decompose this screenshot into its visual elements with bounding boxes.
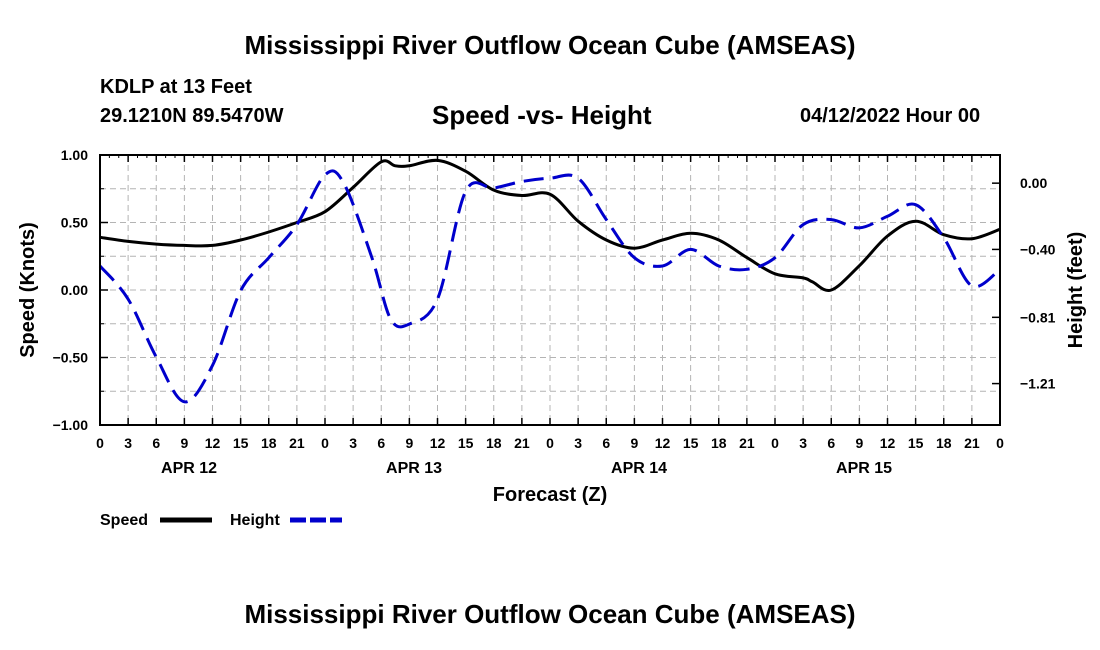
- x-tick-label: 0: [996, 435, 1004, 451]
- legend: Speed Height: [100, 512, 342, 529]
- x-tick-label: 18: [936, 435, 952, 451]
- x-tick-label: 21: [964, 435, 980, 451]
- x-tick-label: 0: [321, 435, 329, 451]
- y2-tick-label: 0.00: [1020, 175, 1047, 191]
- legend-label-height: Height: [230, 512, 280, 529]
- y-tick-label: 0.50: [61, 215, 88, 231]
- x-tick-label: 6: [827, 435, 835, 451]
- x-tick-label: 21: [739, 435, 755, 451]
- y-tick-label: −0.50: [53, 350, 89, 366]
- x-tick-label: 6: [602, 435, 610, 451]
- x-tick-label: 12: [655, 435, 671, 451]
- x-day-label: APR 14: [611, 460, 667, 477]
- x-tick-label: 6: [152, 435, 160, 451]
- x-tick-label: 12: [205, 435, 221, 451]
- x-day-label: APR 15: [836, 460, 892, 477]
- axes: 1.00 0.50 0.00 −0.50 −1.00 0.00 −0.40 −0.81 −1.2…: [53, 147, 1056, 477]
- main-title: Mississippi River Outflow Ocean Cube (AM…: [244, 30, 856, 60]
- x-tick-label: 9: [855, 435, 863, 451]
- x-tick-label: 12: [880, 435, 896, 451]
- x-day-label: APR 12: [161, 460, 217, 477]
- y-tick-label: 1.00: [61, 147, 88, 163]
- x-tick-label: 15: [683, 435, 699, 451]
- chart-title: Speed -vs- Height: [432, 100, 652, 130]
- x-tick-label: 3: [349, 435, 357, 451]
- x-tick-label: 12: [430, 435, 446, 451]
- series-line-height: [98, 169, 1001, 404]
- y-axis-label: Speed (Knots): [17, 222, 39, 358]
- y-tick-label: 0.00: [61, 282, 88, 298]
- x-tick-label: 21: [289, 435, 305, 451]
- series-lines: [98, 158, 1001, 404]
- x-tick-label: 6: [377, 435, 385, 451]
- x-tick-label: 0: [546, 435, 554, 451]
- x-tick-label: 9: [630, 435, 638, 451]
- footer-title: Mississippi River Outflow Ocean Cube (AM…: [244, 599, 856, 629]
- y2-tick-label: −0.81: [1020, 309, 1056, 325]
- x-axis-label: Forecast (Z): [493, 484, 607, 506]
- series-line-speed: [99, 158, 1001, 292]
- x-tick-label: 18: [486, 435, 502, 451]
- y2-axis-label: Height (feet): [1065, 232, 1087, 349]
- x-tick-label: 3: [799, 435, 807, 451]
- x-tick-label: 3: [124, 435, 132, 451]
- x-day-label: APR 13: [386, 460, 442, 477]
- station-label: KDLP at 13 Feet: [100, 76, 252, 98]
- x-tick-label: 3: [574, 435, 582, 451]
- x-tick-label: 15: [233, 435, 249, 451]
- y2-tick-label: −0.40: [1020, 241, 1056, 257]
- x-tick-label: 18: [261, 435, 277, 451]
- x-tick-label: 21: [514, 435, 530, 451]
- x-tick-label: 9: [180, 435, 188, 451]
- forecast-date-label: 04/12/2022 Hour 00: [800, 105, 981, 127]
- y2-tick-label: −1.21: [1020, 376, 1056, 392]
- coordinates-label: 29.1210N 89.5470W: [100, 105, 284, 127]
- y-tick-label: −1.00: [53, 417, 89, 433]
- x-tick-label: 18: [711, 435, 727, 451]
- x-tick-label: 9: [405, 435, 413, 451]
- x-tick-label: 15: [458, 435, 474, 451]
- grid: [100, 155, 1000, 425]
- x-tick-label: 0: [771, 435, 779, 451]
- x-tick-label: 0: [96, 435, 104, 451]
- legend-label-speed: Speed: [100, 512, 148, 529]
- x-tick-label: 15: [908, 435, 924, 451]
